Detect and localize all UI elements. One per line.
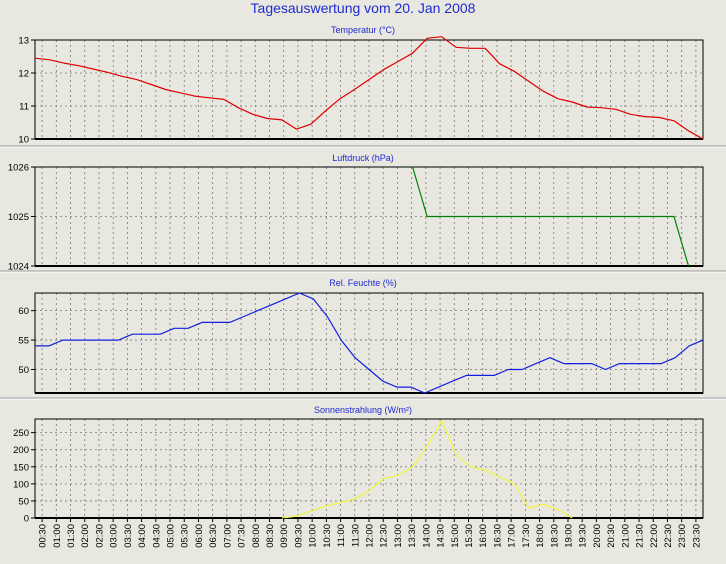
x-tick-label: 23:30 [691,524,702,548]
x-tick-label: 14:00 [421,524,432,548]
y-tick-label: 1026 [8,163,29,174]
x-tick-label: 05:00 [166,524,177,548]
x-tick-label: 05:30 [180,524,191,548]
y-tick-label: 50 [18,496,29,507]
data-line [412,166,690,267]
plot-area [35,40,703,139]
x-tick-label: 16:00 [478,524,489,548]
x-tick-label: 11:30 [350,524,361,547]
x-tick-label: 12:30 [379,524,390,548]
y-tick-label: 150 [13,462,29,473]
x-tick-label: 00:30 [38,524,49,548]
x-tick-label: 19:30 [578,524,589,548]
x-tick-label: 07:00 [222,524,233,548]
x-tick-label: 18:30 [549,524,560,548]
x-tick-label: 10:30 [322,524,333,548]
x-tick-label: 03:00 [109,524,120,548]
x-tick-label: 07:30 [237,524,248,548]
x-tick-label: 15:00 [450,524,461,548]
y-tick-label: 55 [18,336,29,347]
y-tick-label: 60 [18,306,29,317]
x-tick-label: 13:30 [407,524,418,548]
x-tick-label: 02:30 [95,524,106,548]
y-tick-label: 250 [13,428,29,439]
x-tick-label: 01:00 [52,524,63,548]
panel-title: Luftdruck (hPa) [332,153,394,163]
x-tick-label: 04:30 [151,524,162,548]
x-tick-label: 10:00 [308,524,319,548]
x-tick-label: 11:00 [336,524,347,547]
x-tick-label: 20:30 [606,524,617,548]
data-line [35,292,704,394]
x-tick-label: 17:00 [507,524,518,548]
data-line [281,420,573,519]
x-tick-label: 09:00 [279,524,290,548]
data-line [34,36,704,140]
x-tick-label: 01:30 [66,524,77,548]
x-tick-label: 08:00 [251,524,262,548]
x-tick-label: 14:30 [436,524,447,548]
x-tick-label: 06:00 [194,524,205,548]
x-tick-label: 22:30 [663,524,674,548]
y-tick-label: 0 [24,514,29,525]
y-tick-label: 100 [13,479,29,490]
x-tick-label: 17:30 [521,524,532,548]
x-tick-label: 21:00 [620,524,631,548]
panel-title: Rel. Feuchte (%) [329,278,397,288]
x-tick-label: 19:00 [564,524,575,548]
x-tick-label: 22:00 [649,524,660,548]
x-tick-label: 21:30 [635,524,646,548]
x-tick-label: 04:00 [137,524,148,548]
main-title: Tagesauswertung vom 20. Jan 2008 [250,0,476,16]
y-tick-label: 12 [18,69,29,80]
x-tick-label: 09:30 [293,524,304,548]
x-tick-label: 13:00 [393,524,404,548]
x-tick-label: 15:30 [464,524,475,548]
x-tick-label: 12:00 [365,524,376,548]
x-tick-label: 20:00 [592,524,603,548]
x-tick-label: 18:00 [535,524,546,548]
y-tick-label: 11 [19,102,29,113]
y-tick-label: 1024 [8,262,29,273]
plot-area [35,419,703,518]
y-tick-label: 50 [18,365,29,376]
y-tick-label: 1025 [8,212,29,223]
x-tick-label: 23:00 [677,524,688,548]
x-tick-label: 06:30 [208,524,219,548]
y-tick-label: 10 [18,135,29,146]
panel-title: Sonnenstrahlung (W/m²) [314,405,412,415]
y-tick-label: 13 [18,36,29,47]
x-tick-label: 08:30 [265,524,276,548]
panel-title: Temperatur (°C) [331,25,395,35]
y-tick-label: 200 [13,445,29,456]
x-tick-label: 03:30 [123,524,134,548]
x-tick-label: 02:00 [80,524,91,548]
x-tick-label: 16:30 [492,524,503,548]
